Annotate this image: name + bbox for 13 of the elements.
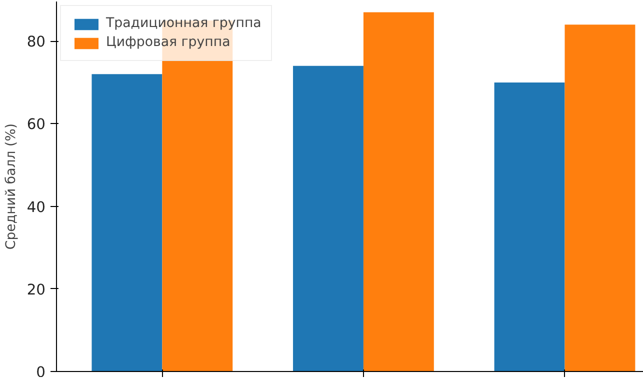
bar — [92, 74, 162, 372]
bar — [363, 12, 434, 372]
y-tick-label: 60 — [26, 116, 46, 134]
y-tick-label: 40 — [26, 198, 46, 216]
y-axis-title: Средний балл (%) — [4, 123, 19, 250]
y-tick-label: 80 — [26, 34, 46, 51]
legend-label: Традиционная группа — [106, 16, 262, 31]
legend-label: Цифровая группа — [106, 35, 230, 50]
y-tick-label: 0 — [36, 364, 46, 380]
y-tick-label: 20 — [26, 281, 46, 298]
bar — [293, 66, 364, 372]
bar — [564, 24, 636, 372]
bar — [494, 82, 565, 372]
